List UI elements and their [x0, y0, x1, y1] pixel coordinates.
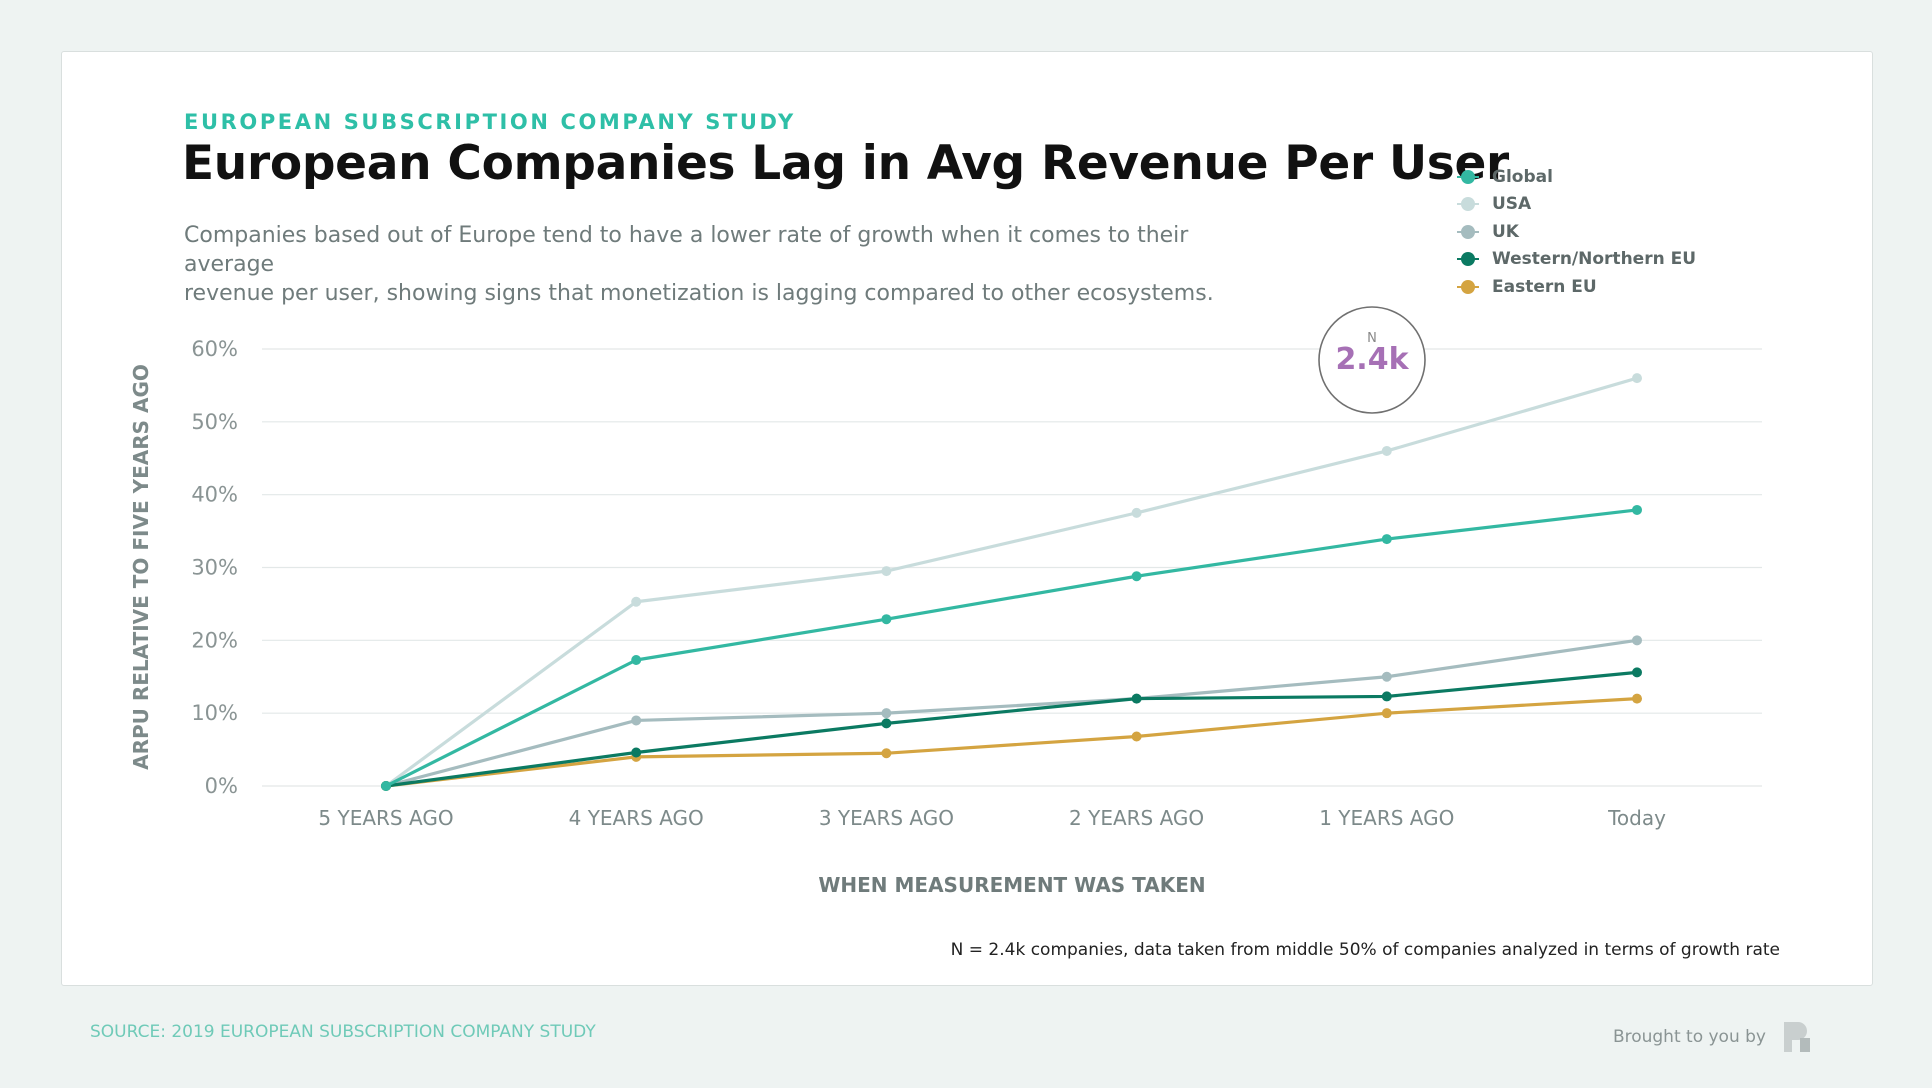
legend-label-eastern-eu: Eastern EU: [1492, 276, 1597, 297]
legend-swatch-uk: [1457, 224, 1479, 239]
x-tick-label: 1 YEARS AGO: [1319, 806, 1454, 830]
x-tick-label: Today: [1607, 806, 1666, 830]
y-tick-label: 60%: [191, 337, 238, 361]
data-point-usa: [1632, 373, 1642, 384]
series-line-eastern-eu: [385, 697, 1638, 788]
legend-item-global: Global: [1457, 163, 1696, 191]
y-axis-label: ARPU RELATIVE TO FIVE YEARS AGO: [129, 364, 153, 770]
data-point-global: [381, 781, 391, 791]
x-tick-label: 5 YEARS AGO: [318, 806, 453, 830]
x-tick-label: 3 YEARS AGO: [819, 806, 954, 830]
series-usa: [381, 373, 1642, 791]
legend-swatch-usa: [1457, 197, 1479, 212]
legend-label-global: Global: [1492, 166, 1553, 187]
credit: Brought to you by: [1613, 1020, 1814, 1054]
chart-kicker: EUROPEAN SUBSCRIPTION COMPANY STUDY: [184, 110, 796, 134]
series-line-usa: [385, 376, 1638, 788]
data-point-uk: [1632, 635, 1642, 646]
series-line-global: [385, 508, 1638, 788]
data-point-western-northern-eu: [1381, 691, 1392, 702]
series-western-northern-eu: [381, 667, 1642, 791]
data-point-uk: [631, 715, 642, 726]
data-point-eastern-eu: [881, 748, 892, 759]
chart-legend: Global USA UK Western/Northern EU Easter…: [1457, 163, 1696, 301]
data-point-eastern-eu: [1131, 731, 1142, 742]
legend-swatch-western-northern-eu: [1457, 252, 1479, 267]
x-tick-label: 4 YEARS AGO: [569, 806, 704, 830]
subtitle-line-1: Companies based out of Europe tend to ha…: [184, 223, 1189, 277]
legend-label-uk: UK: [1492, 221, 1519, 242]
y-axis-ticks: 0% 10% 20% 30% 40% 50% 60%: [191, 337, 238, 798]
y-tick-label: 30%: [191, 556, 238, 580]
source-note: SOURCE: 2019 EUROPEAN SUBSCRIPTION COMPA…: [90, 1022, 596, 1042]
y-tick-label: 40%: [191, 483, 238, 507]
data-point-western-northern-eu: [631, 747, 642, 758]
legend-item-western-northern-eu: Western/Northern EU: [1457, 246, 1696, 274]
data-point-usa: [881, 566, 892, 577]
series-line-uk: [385, 638, 1638, 788]
data-point-uk: [881, 708, 892, 719]
profitwell-logo-icon: [1784, 1022, 1810, 1052]
series-global: [381, 504, 1642, 791]
data-point-eastern-eu: [1381, 708, 1392, 719]
legend-item-eastern-eu: Eastern EU: [1457, 273, 1696, 301]
data-point-western-northern-eu: [1632, 667, 1642, 678]
data-point-usa: [631, 596, 642, 607]
data-point-global: [881, 614, 892, 625]
data-point-usa: [1131, 507, 1142, 518]
subtitle-line-2: revenue per user, showing signs that mon…: [184, 281, 1214, 306]
data-point-global: [631, 654, 642, 665]
data-point-global: [1131, 571, 1142, 582]
legend-label-western-northern-eu: Western/Northern EU: [1492, 249, 1697, 270]
y-tick-label: 20%: [191, 628, 238, 652]
legend-item-uk: UK: [1457, 218, 1696, 246]
badge-value: 2.4k: [1335, 342, 1409, 377]
chart-series: [381, 373, 1642, 791]
x-axis-label: WHEN MEASUREMENT WAS TAKEN: [818, 873, 1205, 897]
data-point-global: [1381, 534, 1392, 545]
y-tick-label: 10%: [191, 701, 238, 725]
legend-swatch-global: [1457, 169, 1479, 184]
x-axis-ticks: 5 YEARS AGO 4 YEARS AGO 3 YEARS AGO 2 YEARS…: [318, 806, 1666, 830]
data-point-usa: [1381, 445, 1392, 456]
badge-circle: [1318, 306, 1426, 414]
data-point-western-northern-eu: [881, 718, 892, 729]
x-tick-label: 2 YEARS AGO: [1069, 806, 1204, 830]
chart-subtitle: Companies based out of Europe tend to ha…: [184, 221, 1284, 308]
chart-footnote: N = 2.4k companies, data taken from midd…: [950, 940, 1780, 960]
credit-text: Brought to you by: [1612, 1027, 1766, 1047]
legend-swatch-eastern-eu: [1457, 279, 1479, 294]
data-point-eastern-eu: [1632, 693, 1642, 704]
series-line-western-northern-eu: [385, 670, 1638, 788]
badge-label: N: [1367, 331, 1377, 346]
data-point-global: [1632, 504, 1642, 515]
sample-size-badge: N 2.4k: [1318, 306, 1426, 414]
y-tick-label: 0%: [205, 774, 238, 798]
series-eastern-eu: [381, 693, 1642, 791]
chart-title: European Companies Lag in Avg Revenue Pe…: [182, 136, 1509, 191]
y-tick-label: 50%: [191, 410, 238, 434]
data-point-western-northern-eu: [1131, 693, 1142, 704]
legend-label-usa: USA: [1492, 194, 1532, 215]
legend-item-usa: USA: [1457, 191, 1696, 219]
chart-gridlines: [262, 348, 1762, 787]
data-point-uk: [1381, 671, 1392, 682]
